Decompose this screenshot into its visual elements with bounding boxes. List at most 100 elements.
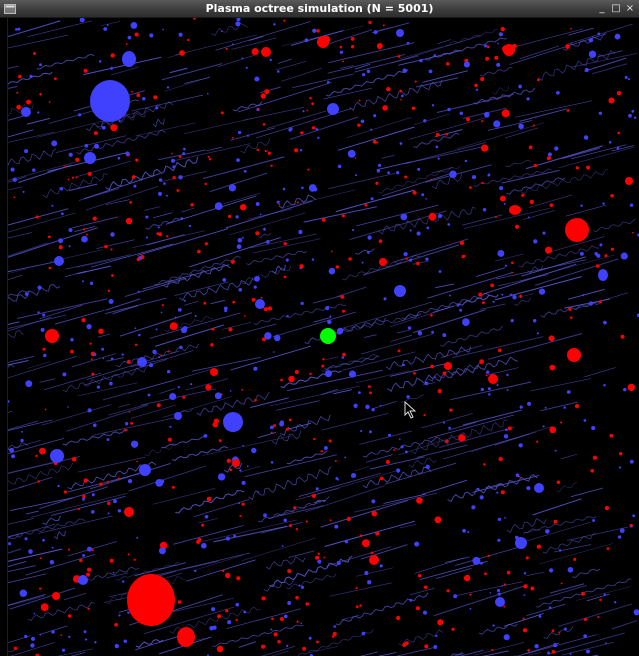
- particle-trail: [385, 346, 472, 371]
- particle-trail: [277, 58, 292, 64]
- electron-particle: [122, 51, 136, 67]
- positive-ion-particle: [549, 203, 554, 207]
- particle-trail: [565, 204, 607, 217]
- positive-ion-particle: [190, 203, 194, 207]
- positive-ion-particle: [565, 44, 571, 49]
- particle-trail: [307, 469, 401, 498]
- electron-particle: [243, 170, 247, 173]
- particle-trail: [463, 207, 550, 229]
- particle-trail: [30, 493, 128, 518]
- electron-particle: [334, 524, 339, 529]
- minimize-button[interactable]: _: [599, 3, 605, 14]
- positive-ion-particle: [64, 165, 67, 168]
- particle-trail: [268, 505, 324, 519]
- electron-particle: [326, 80, 330, 84]
- electron-particle: [442, 333, 447, 338]
- electron-particle: [407, 326, 412, 330]
- positive-ion-particle: [225, 609, 229, 613]
- particle-trail: [8, 161, 75, 181]
- particle-trail: [36, 54, 95, 70]
- simulation-canvas[interactable]: [8, 18, 639, 656]
- particle-trail: [169, 67, 188, 74]
- positive-ion-particle: [260, 296, 263, 299]
- electron-particle: [276, 200, 280, 204]
- electron-particle: [408, 258, 413, 262]
- titlebar[interactable]: Plasma octree simulation (N = 5001) _ □ …: [0, 0, 639, 18]
- particle-trail: [233, 101, 263, 112]
- particle-trail: [8, 419, 53, 431]
- particle-trail: [378, 165, 461, 194]
- positive-ion-particle: [316, 640, 319, 644]
- positive-ion-particle: [257, 108, 260, 111]
- particle-trail: [543, 626, 574, 639]
- particle-trail: [324, 355, 380, 371]
- electron-particle: [206, 92, 209, 95]
- particle-trail: [558, 603, 633, 627]
- electron-particle: [428, 69, 433, 74]
- positive-ion-particle: [445, 62, 450, 66]
- positive-ion-particle: [279, 617, 284, 621]
- particle-trail: [225, 200, 313, 229]
- electron-particle: [231, 43, 234, 46]
- electron-particle: [279, 421, 285, 427]
- electron-particle: [142, 96, 146, 101]
- positive-ion-particle: [277, 640, 281, 644]
- positive-ion-particle: [565, 218, 589, 242]
- electron-particle: [17, 27, 21, 31]
- positive-ion-particle: [375, 181, 379, 185]
- positive-ion-particle: [592, 455, 598, 460]
- electron-particle: [273, 23, 276, 26]
- particle-trail: [391, 35, 481, 64]
- particle-trail: [304, 317, 387, 345]
- positive-ion-particle: [222, 569, 225, 573]
- positive-ion-particle: [262, 337, 266, 342]
- particle-trail: [488, 333, 583, 360]
- window-menu-icon[interactable]: [4, 4, 16, 14]
- particle-trail: [286, 450, 328, 465]
- electron-particle: [417, 330, 423, 336]
- positive-ion-particle: [273, 632, 278, 637]
- positive-ion-particle: [536, 78, 540, 82]
- electron-particle: [37, 311, 40, 314]
- particle-trail: [8, 283, 61, 302]
- electron-particle: [614, 33, 621, 40]
- particle-trail: [568, 27, 594, 36]
- positive-ion-particle: [54, 77, 57, 80]
- particle-trail: [62, 429, 128, 446]
- particle-trail: [487, 120, 533, 131]
- positive-ion-particle: [283, 19, 286, 22]
- particle-trail: [67, 473, 140, 493]
- electron-particle: [431, 104, 435, 107]
- positive-ion-particle: [229, 468, 233, 472]
- electron-particle: [178, 32, 183, 37]
- particle-trail: [41, 404, 112, 426]
- positive-ion-particle: [501, 109, 510, 118]
- positive-ion-particle: [296, 620, 299, 623]
- particle-trail: [413, 309, 486, 334]
- particle-trail: [189, 236, 281, 268]
- particle-trail: [552, 236, 605, 252]
- electron-particle: [110, 232, 115, 237]
- particle-trail: [229, 127, 275, 141]
- electron-particle: [358, 391, 361, 394]
- positive-ion-particle: [94, 131, 98, 135]
- particle-trail: [97, 333, 111, 338]
- particle-trail: [252, 238, 321, 254]
- positive-ion-particle: [107, 501, 111, 506]
- positive-ion-particle: [270, 431, 273, 434]
- positive-ion-particle: [131, 175, 136, 179]
- electron-particle: [509, 293, 513, 297]
- particle-trail: [199, 519, 297, 543]
- close-button[interactable]: ×: [625, 3, 635, 14]
- particle-trail: [196, 391, 270, 416]
- particle-field[interactable]: [8, 18, 639, 656]
- positive-ion-particle: [485, 374, 488, 377]
- positive-ion-particle: [386, 86, 391, 92]
- maximize-button[interactable]: □: [611, 3, 621, 14]
- electron-particle: [158, 356, 161, 359]
- electron-particle: [583, 419, 587, 422]
- electron-particle: [435, 145, 439, 149]
- particle-trail: [393, 314, 422, 324]
- positive-ion-particle: [111, 274, 114, 277]
- particle-trail: [8, 208, 69, 226]
